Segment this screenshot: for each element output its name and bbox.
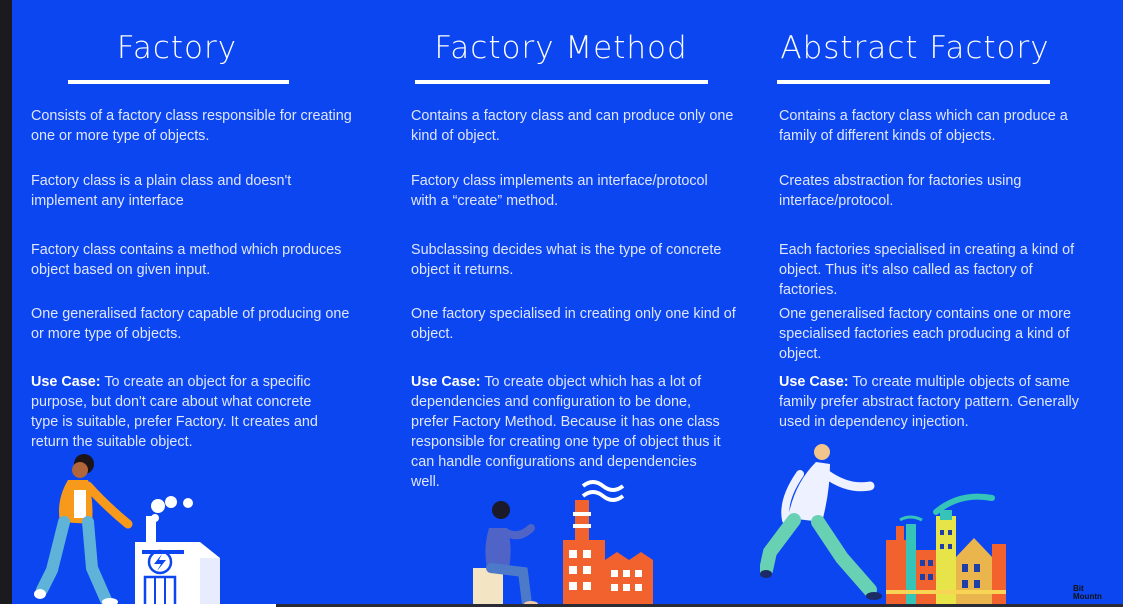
title-underline bbox=[68, 80, 289, 84]
sitting-person-factory-illustration bbox=[473, 480, 653, 607]
progress-bar-filled bbox=[0, 604, 276, 607]
use-case-text: Use Case: To create an object for a spec… bbox=[31, 372, 336, 452]
use-case-label: Use Case: bbox=[779, 374, 849, 390]
use-case-text: Use Case: To create multiple objects of … bbox=[779, 372, 1099, 432]
column-title: Abstract Factory bbox=[780, 30, 1050, 66]
use-case-body: To create an object for a specific purpo… bbox=[31, 374, 318, 450]
logo-line1: Bit bbox=[1073, 584, 1084, 593]
brand-logo: Bit Mountn bbox=[1073, 585, 1117, 601]
progress-bar-track bbox=[276, 604, 1123, 607]
point-text: One factory specialised in creating only… bbox=[411, 306, 736, 342]
point-text: Creates abstraction for factories using … bbox=[779, 173, 1022, 209]
logo-line2: Mountn bbox=[1073, 592, 1102, 601]
point-text: Consists of a factory class responsible … bbox=[31, 108, 352, 144]
column-title: Factory bbox=[116, 30, 238, 66]
point-text: Contains a factory class and can produce… bbox=[411, 108, 734, 144]
point-text: Factory class implements an interface/pr… bbox=[411, 173, 708, 209]
point-text: One generalised factory capable of produ… bbox=[31, 306, 350, 342]
walking-person-factory-illustration bbox=[34, 454, 220, 607]
title-underline bbox=[777, 80, 1050, 84]
point-text: Contains a factory class which can produ… bbox=[779, 108, 1068, 144]
point-text: Factory class contains a method which pr… bbox=[31, 242, 342, 278]
column-title: Factory Method bbox=[434, 30, 688, 66]
point-text: One generalised factory contains one or … bbox=[779, 306, 1071, 362]
point-text: Subclassing decides what is the type of … bbox=[411, 242, 722, 278]
window-left-edge bbox=[0, 0, 12, 607]
use-case-label: Use Case: bbox=[31, 374, 101, 390]
point-text: Each factories specialised in creating a… bbox=[779, 242, 1075, 298]
use-case-body: To create object which has a lot of depe… bbox=[411, 374, 721, 490]
factory-method-column: Factory Method Contains a factory class … bbox=[411, 0, 736, 607]
factory-column: Factory Consists of a factory class resp… bbox=[31, 0, 361, 607]
title-underline bbox=[415, 80, 708, 84]
abstract-factory-column: Abstract Factory Contains a factory clas… bbox=[777, 0, 1099, 607]
use-case-text: Use Case: To create object which has a l… bbox=[411, 372, 729, 492]
use-case-body: To create multiple objects of same famil… bbox=[779, 374, 1079, 430]
running-person-factories-illustration bbox=[760, 444, 1006, 607]
point-text: Factory class is a plain class and doesn… bbox=[31, 173, 292, 209]
use-case-label: Use Case: bbox=[411, 374, 481, 390]
